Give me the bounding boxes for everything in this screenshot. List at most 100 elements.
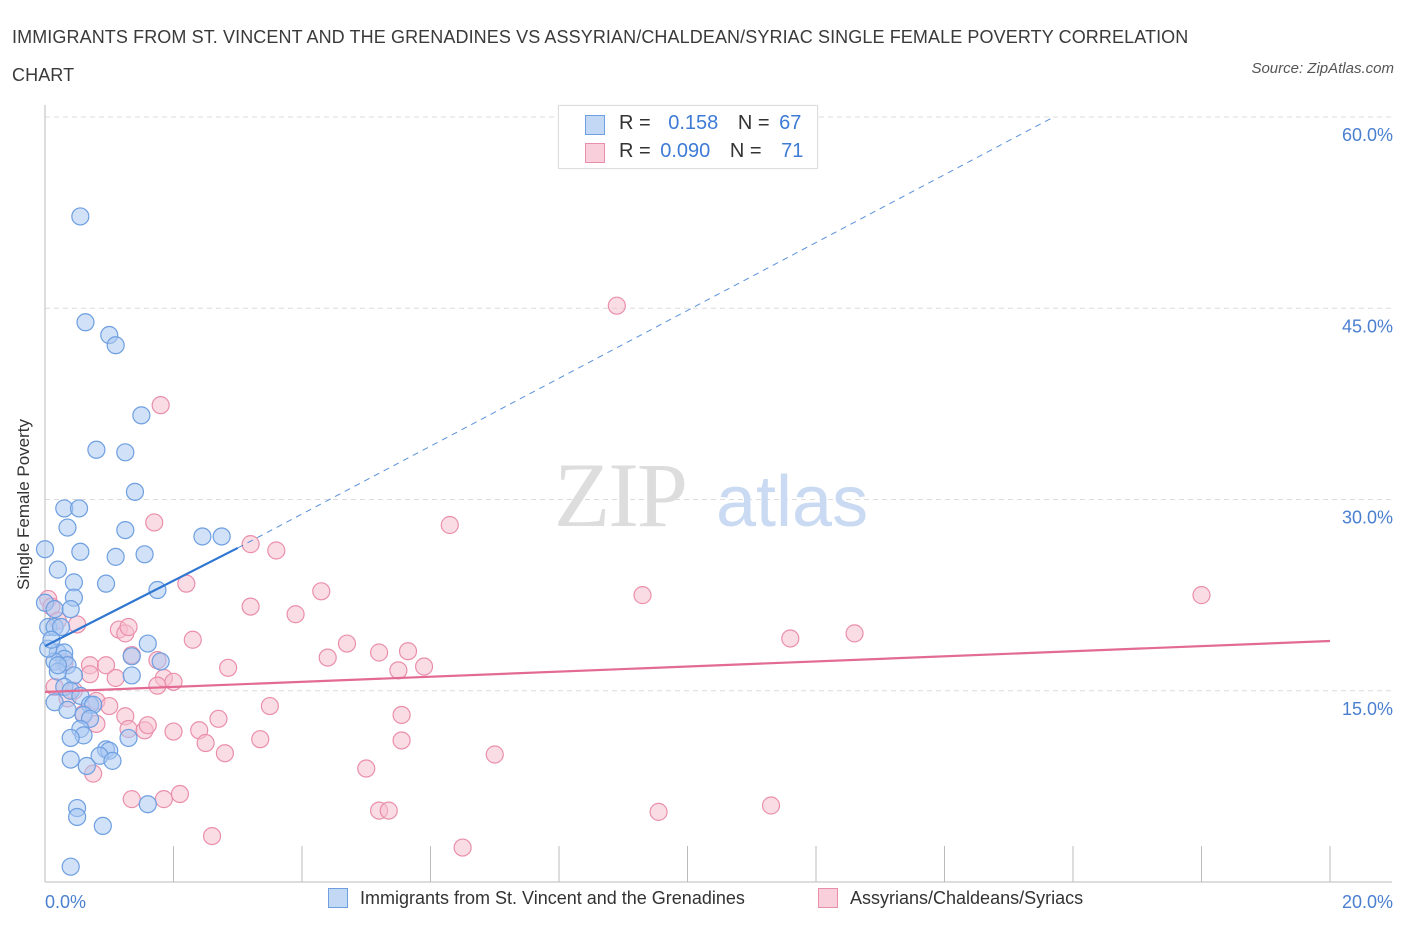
legend-swatch-pink bbox=[585, 143, 605, 163]
pink-point bbox=[138, 716, 157, 735]
blue-point bbox=[71, 542, 90, 561]
blue-point bbox=[64, 573, 84, 592]
source-label: Source: ZipAtlas.com bbox=[1251, 60, 1394, 77]
watermark-zip: ZIP bbox=[554, 444, 686, 546]
pink-point bbox=[196, 733, 215, 753]
pink-point bbox=[96, 656, 116, 675]
legend-swatch-pink bbox=[818, 888, 838, 908]
pink-point bbox=[80, 665, 100, 684]
chart-title: IMMIGRANTS FROM ST. VINCENT AND THE GREN… bbox=[12, 27, 1189, 85]
pink-point bbox=[154, 790, 173, 809]
blue-point bbox=[61, 750, 80, 769]
pink-point bbox=[485, 745, 504, 764]
legend-n-value: 67 bbox=[779, 112, 802, 134]
pink-point bbox=[649, 802, 668, 821]
legend-item-immigrants: Immigrants from St. Vincent and the Gren… bbox=[328, 888, 745, 909]
blue-point bbox=[96, 574, 116, 593]
blue-point bbox=[119, 728, 138, 748]
blue-point bbox=[135, 545, 154, 564]
blue-point bbox=[122, 666, 141, 685]
correlation-legend: R = 0.158 N = 67 R = 0.090 N = 71 bbox=[558, 105, 818, 169]
legend-n-value: 71 bbox=[781, 140, 804, 162]
watermark: ZIP atlas bbox=[554, 444, 868, 546]
blue-point bbox=[51, 617, 71, 637]
legend-swatch-blue bbox=[328, 888, 348, 908]
legend-n-label: N = bbox=[729, 140, 762, 162]
blue-point bbox=[106, 336, 125, 355]
blue-point bbox=[87, 440, 106, 459]
pink-point bbox=[414, 657, 434, 676]
pink-point bbox=[148, 676, 167, 695]
pink-point bbox=[392, 731, 411, 750]
legend-label-immigrants: Immigrants from St. Vincent and the Gren… bbox=[360, 888, 745, 908]
pink-series-points bbox=[39, 296, 1211, 857]
pink-point bbox=[1192, 586, 1211, 605]
pink-point bbox=[781, 629, 800, 648]
pink-point bbox=[202, 826, 222, 846]
pink-point bbox=[440, 515, 459, 535]
pink-point bbox=[633, 586, 652, 605]
pink-point bbox=[122, 790, 141, 809]
blue-point bbox=[103, 751, 122, 770]
blue-point bbox=[212, 527, 231, 546]
blue-series-points bbox=[35, 207, 231, 876]
y-tick-label: 15.0% bbox=[1342, 699, 1393, 719]
blue-point bbox=[138, 634, 157, 653]
tick-labels: 15.0% 30.0% 45.0% 60.0% 0.0% 20.0% bbox=[45, 125, 1393, 912]
pink-point bbox=[312, 582, 331, 601]
legend-n-label: N = bbox=[737, 112, 770, 134]
blue-point bbox=[71, 207, 90, 226]
pink-point bbox=[241, 597, 260, 616]
blue-point bbox=[77, 756, 96, 776]
y-tick-label: 45.0% bbox=[1342, 316, 1393, 336]
blue-point bbox=[35, 540, 55, 559]
blue-point bbox=[58, 700, 77, 719]
blue-point bbox=[132, 406, 151, 425]
pink-point bbox=[251, 730, 270, 749]
blue-point bbox=[69, 499, 89, 518]
blue-point bbox=[116, 520, 135, 540]
pink-point bbox=[100, 696, 119, 716]
blue-point bbox=[68, 807, 87, 827]
pink-point bbox=[607, 296, 626, 315]
blue-point bbox=[116, 443, 135, 462]
y-tick-label: 60.0% bbox=[1342, 125, 1393, 145]
blue-point bbox=[93, 816, 112, 836]
legend-r-value: 0.158 bbox=[668, 112, 719, 134]
pink-point bbox=[241, 535, 260, 554]
blue-point bbox=[61, 857, 80, 876]
blue-point bbox=[122, 647, 141, 666]
pink-point bbox=[370, 643, 389, 662]
blue-point bbox=[61, 600, 80, 619]
pink-point bbox=[119, 617, 138, 637]
blue-point bbox=[48, 656, 67, 675]
x-tick-label: 20.0% bbox=[1342, 892, 1393, 912]
y-axis-label: Single Female Poverty bbox=[14, 418, 33, 590]
legend-swatch-blue bbox=[585, 115, 605, 135]
blue-point bbox=[193, 527, 212, 546]
pink-point bbox=[183, 630, 202, 649]
watermark-atlas: atlas bbox=[716, 462, 868, 542]
blue-point bbox=[58, 518, 77, 537]
pink-point bbox=[337, 634, 357, 653]
pink-point bbox=[215, 744, 234, 763]
pink-point bbox=[286, 605, 305, 624]
blue-point bbox=[76, 313, 95, 332]
pink-point bbox=[453, 838, 472, 857]
blue-trend-line bbox=[44, 546, 239, 648]
legend-r-label: R = bbox=[619, 112, 651, 134]
legend-label-assyrians: Assyrians/Chaldeans/Syriacs bbox=[850, 888, 1084, 908]
legend-r-label: R = bbox=[619, 140, 651, 162]
pink-point bbox=[392, 705, 411, 725]
blue-point bbox=[48, 560, 67, 579]
pink-point bbox=[145, 513, 164, 532]
pink-point bbox=[389, 661, 408, 680]
pink-point bbox=[151, 396, 170, 415]
trend-lines bbox=[44, 116, 1331, 694]
legend-item-assyrians: Assyrians/Chaldeans/Syriacs bbox=[818, 888, 1083, 909]
pink-point bbox=[260, 696, 279, 716]
pink-point bbox=[845, 624, 864, 643]
axes bbox=[44, 105, 1392, 883]
x-tick-label: 0.0% bbox=[45, 892, 86, 912]
